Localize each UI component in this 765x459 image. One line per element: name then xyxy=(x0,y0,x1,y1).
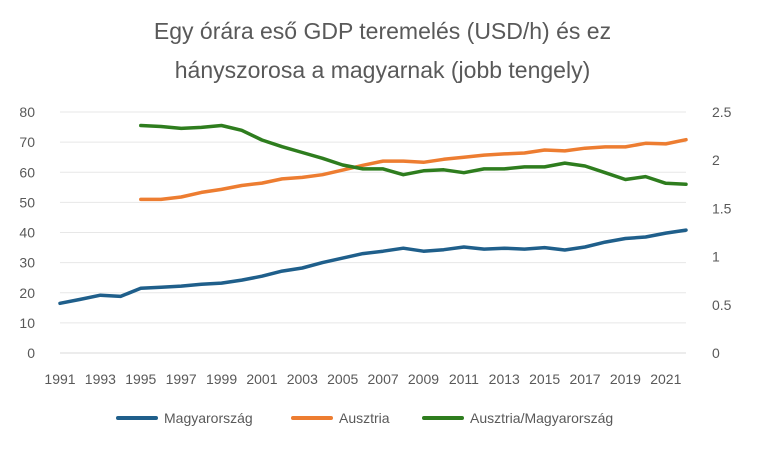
legend-item-ausztria: Ausztria xyxy=(291,410,390,426)
legend-swatch-magyarorszag xyxy=(116,416,158,420)
x-tick-label: 1991 xyxy=(44,371,75,387)
y-left-tick-label: 70 xyxy=(19,134,35,150)
y-left-tick-label: 20 xyxy=(19,285,35,301)
y-left-tick-label: 30 xyxy=(19,255,35,271)
x-axis-ticks: 1991 1993 1995 1997 1999 2001 2003 2005 2007 2009… xyxy=(44,371,681,387)
x-tick-label: 2015 xyxy=(529,371,560,387)
x-tick-label: 2003 xyxy=(287,371,318,387)
series-line-ausztria-magyarorsz-g xyxy=(139,123,688,187)
legend-swatch-ratio xyxy=(422,416,464,420)
y-right-tick-label: 2 xyxy=(712,152,720,168)
gridlines xyxy=(60,111,686,354)
x-tick-label: 1997 xyxy=(166,371,197,387)
chart-title-line2: hányszorosa a magyarnak (jobb tengely) xyxy=(174,57,591,83)
x-tick-label: 2005 xyxy=(327,371,358,387)
y-right-tick-label: 2.5 xyxy=(712,104,732,120)
x-tick-label: 2011 xyxy=(449,371,479,387)
legend-swatch-ausztria xyxy=(291,416,333,420)
legend-item-magyarorszag: Magyarország xyxy=(116,410,253,426)
x-tick-label: 2021 xyxy=(650,371,681,387)
series-line-ausztria xyxy=(139,137,688,202)
series-line-magyarorsz-g xyxy=(58,228,688,306)
x-tick-label: 1999 xyxy=(206,371,237,387)
x-tick-label: 2001 xyxy=(246,371,277,387)
y-right-tick-label: 0.5 xyxy=(712,297,732,313)
series-lines xyxy=(58,123,688,306)
right-axis-ticks: 0 0.5 1 1.5 2 2.5 xyxy=(712,104,732,361)
left-axis-ticks: 0 10 20 30 40 50 60 70 80 xyxy=(19,104,35,361)
legend: Magyarország Ausztria Ausztria/Magyarors… xyxy=(0,410,765,430)
x-tick-label: 2009 xyxy=(408,371,439,387)
y-left-tick-label: 80 xyxy=(19,104,35,120)
y-right-tick-label: 0 xyxy=(712,345,720,361)
y-right-tick-label: 1.5 xyxy=(712,200,732,216)
x-tick-label: 2007 xyxy=(368,371,399,387)
legend-label-ratio: Ausztria/Magyarország xyxy=(470,410,614,426)
y-left-tick-label: 50 xyxy=(19,194,35,210)
y-left-tick-label: 40 xyxy=(19,225,35,241)
y-left-tick-label: 60 xyxy=(19,164,35,180)
legend-item-ratio: Ausztria/Magyarország xyxy=(422,410,613,426)
x-tick-label: 2013 xyxy=(489,371,520,387)
chart-title-line1: Egy órára eső GDP teremelés (USD/h) és e… xyxy=(153,18,612,44)
y-right-tick-label: 1 xyxy=(712,249,720,265)
x-tick-label: 2017 xyxy=(569,371,600,387)
legend-label-magyarorszag: Magyarország xyxy=(164,410,253,426)
x-tick-label: 1995 xyxy=(125,371,156,387)
x-tick-label: 2019 xyxy=(610,371,641,387)
y-left-tick-label: 0 xyxy=(27,345,35,361)
x-tick-label: 1993 xyxy=(85,371,116,387)
y-left-tick-label: 10 xyxy=(19,315,35,331)
legend-label-ausztria: Ausztria xyxy=(339,410,390,426)
